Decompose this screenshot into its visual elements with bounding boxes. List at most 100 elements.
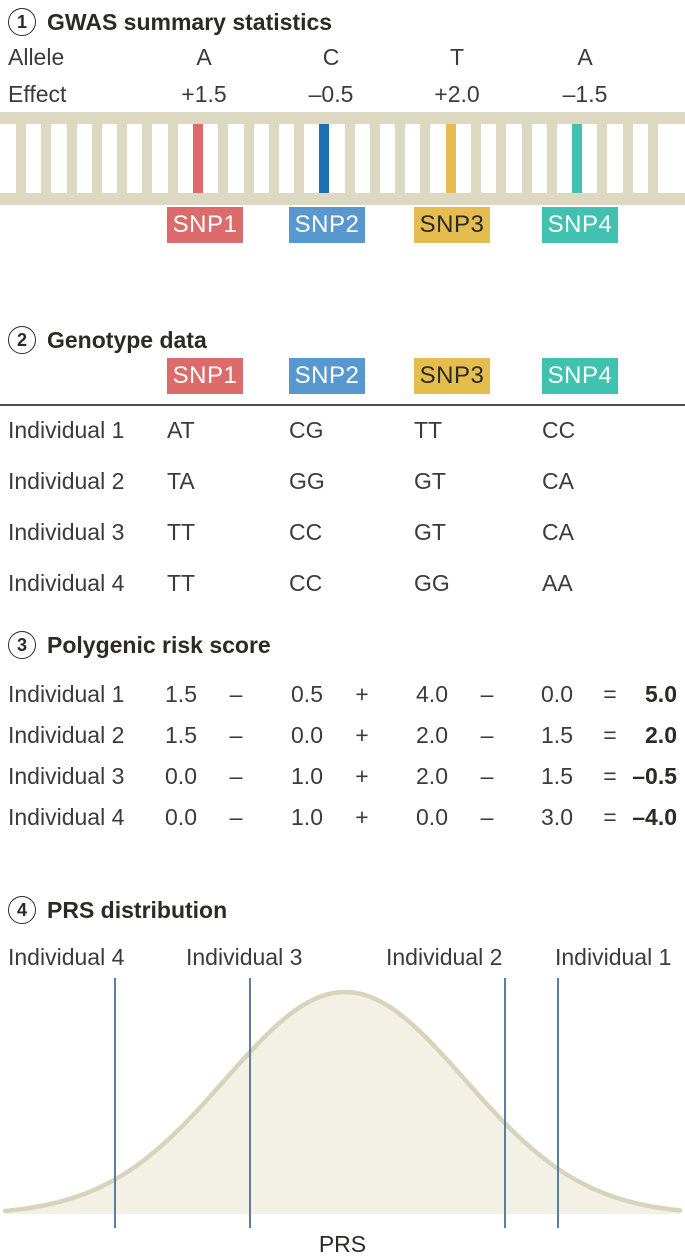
panel4-heading: 4 PRS distribution [8, 896, 227, 924]
equation-term: 1.0 [291, 763, 323, 789]
dna-rung [142, 124, 153, 193]
dna-rung [622, 124, 633, 193]
prs-result: –4.0 [632, 804, 677, 830]
equation-term: 3.0 [541, 804, 573, 830]
equals-sign: = [603, 722, 617, 748]
panel1-number-badge: 1 [8, 8, 36, 36]
snp4-rung [572, 124, 583, 193]
prs-result: 2.0 [645, 722, 677, 748]
dna-rung [218, 124, 229, 193]
snp2-rung [319, 124, 330, 193]
equation-term: 2.0 [416, 722, 448, 748]
snp3-chip: SNP3 [414, 207, 490, 243]
snp1-chip: SNP1 [167, 207, 243, 243]
minus-operator: – [229, 681, 243, 707]
genotype-cell: CC [542, 417, 576, 443]
equals-sign: = [603, 763, 617, 789]
dna-rung [294, 124, 305, 193]
dna-ladder [0, 112, 685, 205]
dna-rung [521, 124, 532, 193]
equation-term: 0.0 [291, 722, 323, 748]
panel3-title: Polygenic risk score [47, 631, 271, 658]
dna-rung [395, 124, 406, 193]
marker-line-individual1 [557, 978, 559, 1228]
effect-snp1: +1.5 [181, 81, 227, 107]
genotype-cell: GG [414, 570, 450, 596]
plus-operator: + [355, 763, 369, 789]
dna-rung [648, 124, 658, 193]
dna-rung [117, 124, 128, 193]
dna-ladder-rungs [0, 124, 685, 193]
plus-operator: + [355, 804, 369, 830]
equation-term: 1.5 [541, 763, 573, 789]
marker-label-individual4: Individual 4 [8, 944, 125, 970]
equation-term: 1.5 [165, 722, 197, 748]
dna-rung [16, 124, 26, 193]
genotype-cell: CG [289, 417, 324, 443]
equation-term: 1.0 [291, 804, 323, 830]
genotype-row2-label: Individual 2 [8, 468, 125, 494]
genotype-cell: TA [167, 468, 195, 494]
genotype-cell: TT [414, 417, 443, 443]
equation-row4-label: Individual 4 [8, 804, 125, 830]
minus-operator: – [480, 804, 494, 830]
plus-operator: + [355, 722, 369, 748]
equation-term: 0.0 [165, 804, 197, 830]
panel3-number-badge: 3 [8, 631, 36, 659]
effect-snp2: –0.5 [308, 81, 354, 107]
genotype-row3-label: Individual 3 [8, 519, 125, 545]
allele-snp3: T [449, 44, 465, 70]
marker-label-individual3: Individual 3 [186, 944, 303, 970]
genotype-cell: GG [289, 468, 325, 494]
genotype-cell: GT [414, 519, 446, 545]
genotype-cell: CA [542, 468, 574, 494]
genotype-cell: CC [289, 519, 323, 545]
effect-row-label: Effect [8, 81, 67, 107]
genotype-cell: CA [542, 519, 574, 545]
equation-term: 0.0 [541, 681, 573, 707]
equation-row2-label: Individual 2 [8, 722, 125, 748]
allele-snp1: A [196, 44, 212, 70]
genotype-cell: TT [167, 570, 196, 596]
prs-axis-label: PRS [318, 1231, 367, 1257]
effect-snp3: +2.0 [434, 81, 480, 107]
minus-operator: – [480, 681, 494, 707]
dna-rung [420, 124, 431, 193]
marker-label-individual1: Individual 1 [555, 944, 672, 970]
plus-operator: + [355, 681, 369, 707]
marker-line-individual2 [504, 978, 506, 1228]
dna-rung [66, 124, 77, 193]
effect-snp4: –1.5 [562, 81, 608, 107]
equation-term: 4.0 [416, 681, 448, 707]
prs-result: –0.5 [632, 763, 677, 789]
marker-line-individual4 [114, 978, 116, 1228]
equation-term: 0.5 [291, 681, 323, 707]
panel4-number-badge: 4 [8, 896, 36, 924]
dna-rung [243, 124, 254, 193]
panel1-title: GWAS summary statistics [47, 8, 333, 35]
dna-rung [41, 124, 52, 193]
panel2-title: Genotype data [47, 326, 207, 353]
dna-ladder-bottom-rail [0, 193, 685, 205]
dna-rung [471, 124, 482, 193]
allele-snp2: C [322, 44, 340, 70]
equation-term: 1.5 [541, 722, 573, 748]
snp1-column-chip: SNP1 [167, 358, 243, 394]
snp4-column-chip: SNP4 [542, 358, 618, 394]
equation-term: 0.0 [165, 763, 197, 789]
panel3-heading: 3 Polygenic risk score [8, 631, 271, 659]
minus-operator: – [480, 763, 494, 789]
minus-operator: – [229, 763, 243, 789]
genotype-cell: AA [542, 570, 573, 596]
snp2-chip: SNP2 [289, 207, 365, 243]
marker-label-individual2: Individual 2 [386, 944, 503, 970]
genotype-table-rule [0, 404, 685, 406]
genotype-cell: AT [167, 417, 195, 443]
allele-row-label: Allele [8, 44, 65, 70]
panel1-heading: 1 GWAS summary statistics [8, 8, 332, 36]
dna-rung [344, 124, 355, 193]
genotype-row4-label: Individual 4 [8, 570, 125, 596]
dna-ladder-top-rail [0, 112, 685, 124]
minus-operator: – [229, 722, 243, 748]
